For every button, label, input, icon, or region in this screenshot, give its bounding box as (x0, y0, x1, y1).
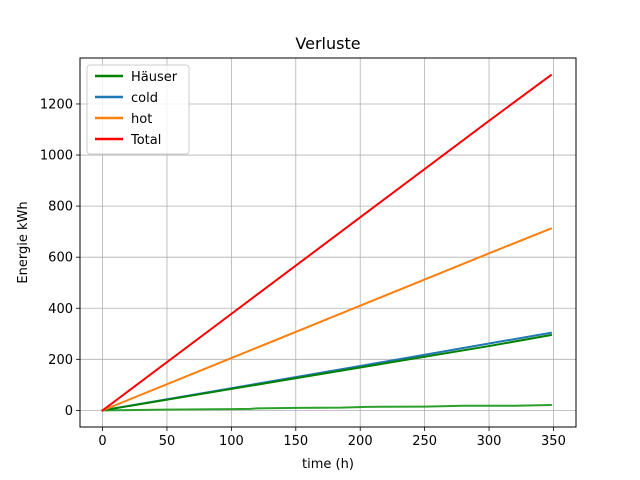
x-tick-label: 300 (477, 434, 502, 449)
y-tick-label: 400 (48, 302, 73, 317)
y-tick-label: 200 (48, 353, 73, 368)
series-line (101, 404, 552, 412)
y-tick-label: 0 (65, 404, 73, 419)
y-tick-label: 600 (48, 251, 73, 266)
x-axis-label: time (h) (302, 457, 354, 472)
series-line (101, 333, 553, 412)
x-tick-label: 200 (348, 434, 373, 449)
series-line (101, 227, 553, 412)
x-tick-label: 250 (412, 434, 437, 449)
y-tick-label: 1200 (40, 97, 73, 112)
y-axis-label: Energie kWh (16, 201, 31, 283)
legend: Häuser cold hot Total (86, 64, 190, 155)
y-tick-label: 1000 (40, 149, 73, 164)
x-tick-label: 150 (283, 434, 308, 449)
axis-ticks: 0 50 100 150 200 250 300 350 0 200 400 600 800 1000 12… (40, 97, 566, 449)
data-lines (101, 73, 553, 412)
y-tick-label: 800 (48, 200, 73, 215)
x-tick-label: 0 (98, 434, 106, 449)
x-tick-label: 100 (219, 434, 244, 449)
x-tick-label: 350 (541, 434, 566, 449)
series-line (101, 73, 553, 412)
legend-label: hot (131, 112, 152, 127)
legend-label: Häuser (131, 70, 178, 85)
legend-label: cold (131, 91, 158, 106)
chart-title: Verluste (295, 34, 360, 53)
x-tick-label: 50 (159, 434, 176, 449)
legend-label: Total (130, 133, 161, 148)
legend-box (86, 64, 190, 155)
plot-frame (79, 57, 577, 428)
